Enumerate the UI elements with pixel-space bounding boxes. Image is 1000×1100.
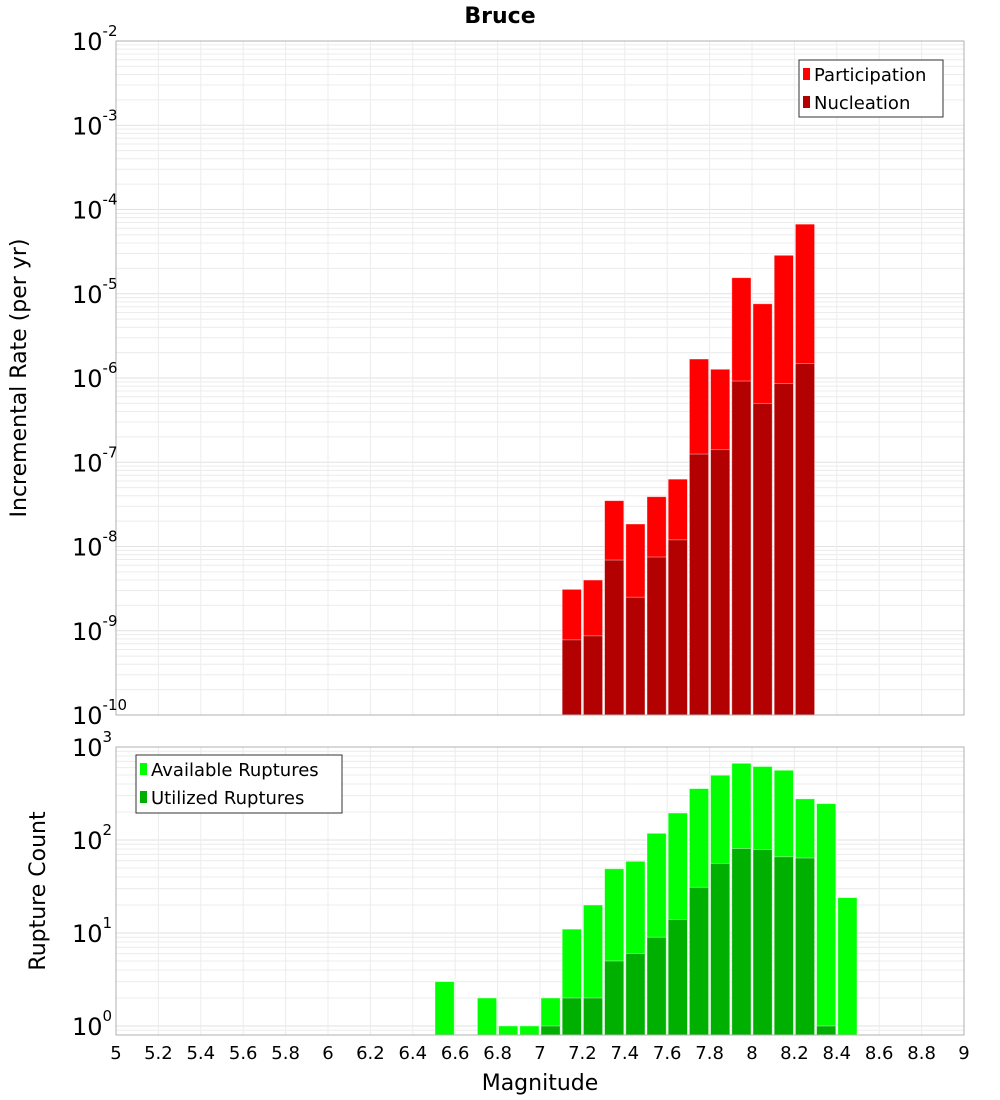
y-tick-label: 100 <box>72 1007 112 1041</box>
bar-available-ruptures <box>837 897 858 1036</box>
x-tick-label: 6.2 <box>356 1043 385 1064</box>
bar-utilized-ruptures <box>816 1025 837 1036</box>
bar-utilized-ruptures <box>710 863 731 1036</box>
x-tick-label: 5.4 <box>186 1043 215 1064</box>
bar-utilized-ruptures <box>689 886 710 1036</box>
bar-nucleation <box>752 402 773 716</box>
x-tick-label: 6.8 <box>483 1043 512 1064</box>
x-tick-label: 7.4 <box>610 1043 639 1064</box>
y-tick-label: 10-8 <box>72 528 118 562</box>
x-tick-label: 5.2 <box>144 1043 173 1064</box>
bar-utilized-ruptures <box>667 919 688 1036</box>
x-tick-label: 7.6 <box>653 1043 682 1064</box>
x-tick-label: 6 <box>322 1043 333 1064</box>
y-tick-label: 10-7 <box>72 443 118 477</box>
x-tick-label: 6.6 <box>441 1043 470 1064</box>
x-tick-label: 8.2 <box>780 1043 809 1064</box>
bar-utilized-ruptures <box>646 936 667 1036</box>
x-tick-label: 5.8 <box>271 1043 300 1064</box>
y-tick-label: 10-3 <box>72 106 118 140</box>
legend-swatch <box>803 96 810 108</box>
y-tick-label: 10-5 <box>72 275 118 309</box>
y-tick-label: 10-9 <box>72 612 118 646</box>
bar-nucleation <box>773 383 794 716</box>
bar-utilized-ruptures <box>561 997 582 1036</box>
bar-utilized-ruptures <box>604 960 625 1036</box>
chart-title: Bruce <box>464 4 535 29</box>
bar-available-ruptures <box>816 803 837 1036</box>
bar-utilized-ruptures <box>795 857 816 1036</box>
bar-nucleation <box>561 639 582 716</box>
bar-available-ruptures <box>476 997 497 1036</box>
bar-utilized-ruptures <box>583 997 604 1036</box>
plot-0: 10-2 10-3 10-4 10-5 10-6 10-7 10-8 10-9 10-10 Par… <box>72 22 965 730</box>
legend-label: Participation <box>814 65 926 86</box>
y-tick-label: 10-4 <box>72 191 118 225</box>
x-tick-label: 7 <box>534 1043 545 1064</box>
legend-label: Utilized Ruptures <box>151 788 304 809</box>
bar-available-ruptures <box>434 981 455 1036</box>
bar-nucleation <box>625 596 646 716</box>
legend-swatch <box>140 763 147 775</box>
x-tick-label: 6.4 <box>398 1043 427 1064</box>
x-tick-label: 8.6 <box>865 1043 894 1064</box>
legend: Participation Nucleation <box>798 59 944 118</box>
bar-available-ruptures <box>498 1025 519 1036</box>
bar-utilized-ruptures <box>731 848 752 1036</box>
bar-utilized-ruptures <box>540 1025 561 1036</box>
legend-box <box>798 59 944 118</box>
legend-box <box>135 754 343 814</box>
x-axis-label: Magnitude <box>482 1071 599 1096</box>
bar-utilized-ruptures <box>773 856 794 1036</box>
x-tick-label: 5.6 <box>229 1043 258 1064</box>
y-tick-label: 102 <box>72 821 112 855</box>
x-tick-label: 5 <box>110 1043 121 1064</box>
plot-frame <box>115 746 965 1036</box>
x-tick-label: 7.2 <box>568 1043 597 1064</box>
y-tick-label: 10-2 <box>72 22 118 56</box>
legend-swatch <box>140 791 147 803</box>
x-tick-label: 9 <box>958 1043 969 1064</box>
x-tick-label: 8 <box>746 1043 757 1064</box>
bar-nucleation <box>646 556 667 716</box>
bar-available-ruptures <box>519 1025 540 1036</box>
x-tick-label: 8.8 <box>907 1043 936 1064</box>
plot-frame <box>115 40 965 716</box>
y-tick-label: 10-6 <box>72 359 118 393</box>
bar-nucleation <box>667 539 688 716</box>
bar-nucleation <box>689 453 710 716</box>
legend-swatch <box>803 68 810 80</box>
legend: Available Ruptures Utilized Ruptures <box>135 754 343 814</box>
bar-utilized-ruptures <box>625 953 646 1036</box>
legend-label: Nucleation <box>814 93 910 114</box>
y-axis-label-top: Incremental Rate (per yr) <box>7 239 32 518</box>
y-tick-label: 103 <box>72 728 112 762</box>
x-tick-label: 8.4 <box>822 1043 851 1064</box>
y-axis-label-bottom: Rupture Count <box>26 811 51 971</box>
y-tick-label: 10-10 <box>72 696 127 730</box>
bar-nucleation <box>731 380 752 716</box>
bar-nucleation <box>583 635 604 716</box>
y-tick-label: 101 <box>72 914 112 948</box>
legend-label: Available Ruptures <box>151 760 319 781</box>
bar-utilized-ruptures <box>752 849 773 1036</box>
bar-nucleation <box>795 363 816 716</box>
bar-nucleation <box>604 559 625 716</box>
bar-nucleation <box>710 449 731 716</box>
x-tick-label: 7.8 <box>695 1043 724 1064</box>
